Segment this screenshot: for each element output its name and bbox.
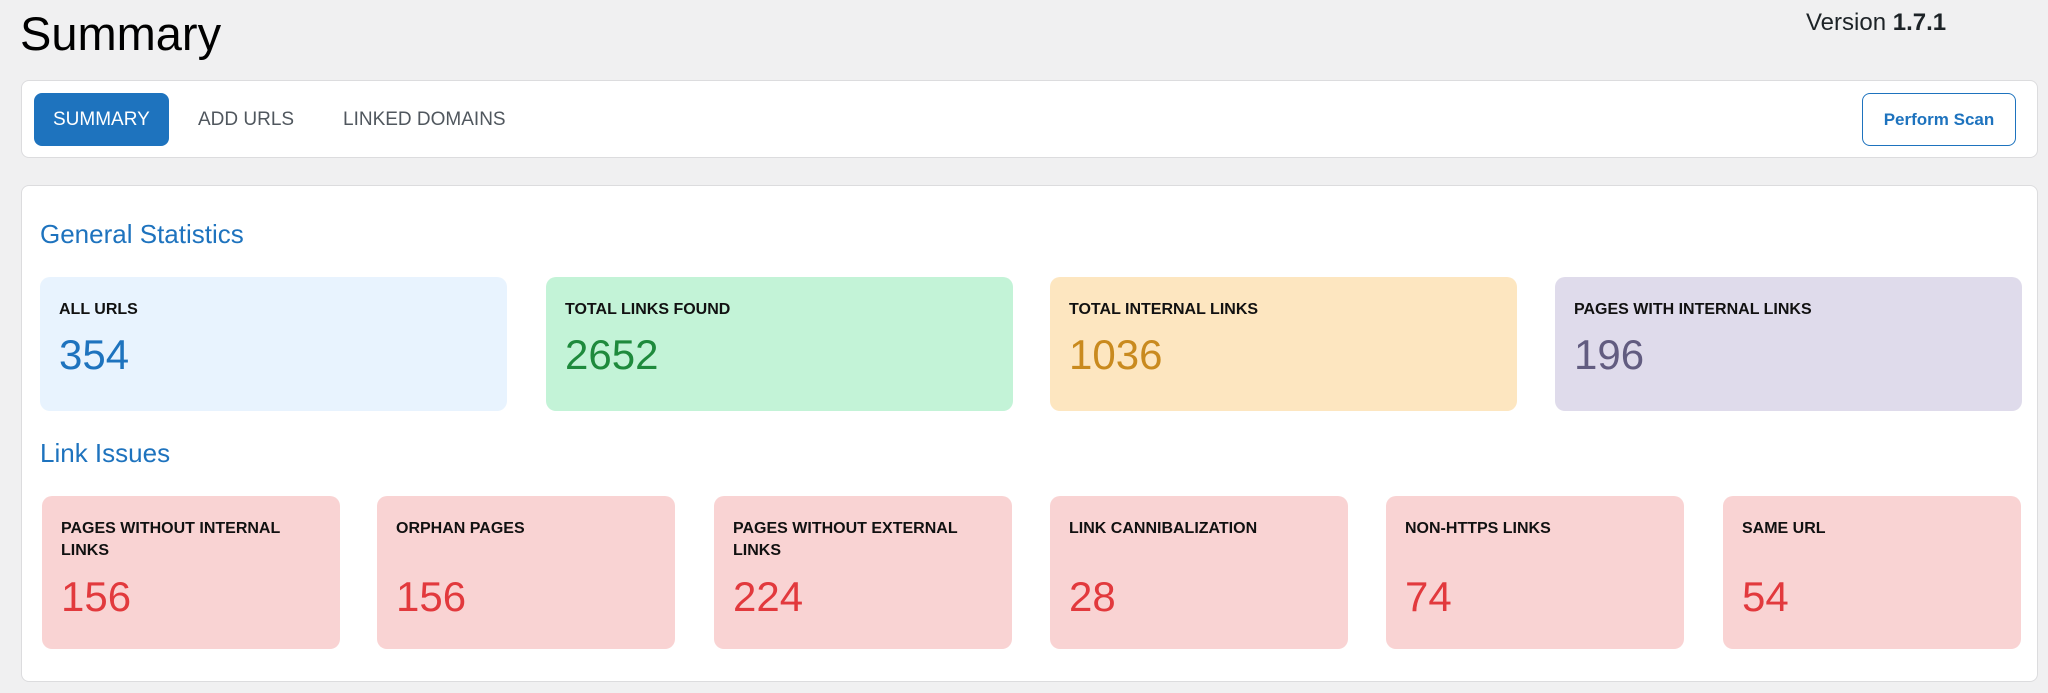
issue-card: PAGES WITHOUT EXTERNAL LINKS 224 [714,496,1012,649]
issue-label: PAGES WITHOUT EXTERNAL LINKS [733,520,958,559]
tab[interactable]: SUMMARY [34,93,169,146]
issue-label: LINK CANNIBALIZATION [1069,520,1258,537]
issue-label: ORPHAN PAGES [396,520,525,537]
version-label: Version [1806,9,1887,36]
section-heading: Link Issues [40,438,171,468]
page-title: Summary [20,7,222,60]
stat-card: TOTAL LINKS FOUND 2652 [546,277,1013,411]
version: Version 1.7.1 [1806,9,1946,37]
stat-value: 1036 [1069,331,1163,378]
stat-card: ALL URLS 354 [40,277,507,411]
nav-bar: SUMMARY ADD URLS LINKED DOMAINS Perform … [21,80,2038,158]
stat-label: PAGES WITH INTERNAL LINKS [1574,301,1812,318]
issue-value: 156 [61,573,132,620]
issue-card: NON-HTTPS LINKS 74 [1386,496,1684,649]
issue-label: SAME URL [1742,520,1826,537]
stat-label: ALL URLS [59,301,138,318]
tab[interactable]: LINKED DOMAINS [343,109,506,130]
main-panel: General Statistics Link Issues ALL URLS 3… [21,185,2038,682]
stat-card: PAGES WITH INTERNAL LINKS 196 [1555,277,2022,411]
stat-value: 354 [59,331,130,378]
scan-button[interactable]: Perform Scan [1862,93,2016,146]
issue-label: NON-HTTPS LINKS [1405,520,1551,537]
stat-label: TOTAL LINKS FOUND [565,301,731,318]
stat-value: 196 [1574,331,1645,378]
issue-label: PAGES WITHOUT INTERNAL LINKS [61,520,280,559]
issue-value: 224 [733,573,804,620]
stat-label: TOTAL INTERNAL LINKS [1069,301,1259,318]
issue-card: SAME URL 54 [1723,496,2021,649]
issue-value: 54 [1742,573,1789,620]
issue-value: 74 [1405,573,1452,620]
issue-card: ORPHAN PAGES 156 [377,496,675,649]
stat-card: TOTAL INTERNAL LINKS 1036 [1050,277,1517,411]
issue-value: 28 [1069,573,1116,620]
version-number: 1.7.1 [1892,9,1947,36]
issue-card: PAGES WITHOUT INTERNAL LINKS 156 [42,496,340,649]
tab[interactable]: ADD URLS [198,109,295,130]
stat-value: 2652 [565,331,659,378]
section-heading: General Statistics [40,219,244,249]
issue-value: 156 [396,573,467,620]
issue-card: LINK CANNIBALIZATION 28 [1050,496,1348,649]
